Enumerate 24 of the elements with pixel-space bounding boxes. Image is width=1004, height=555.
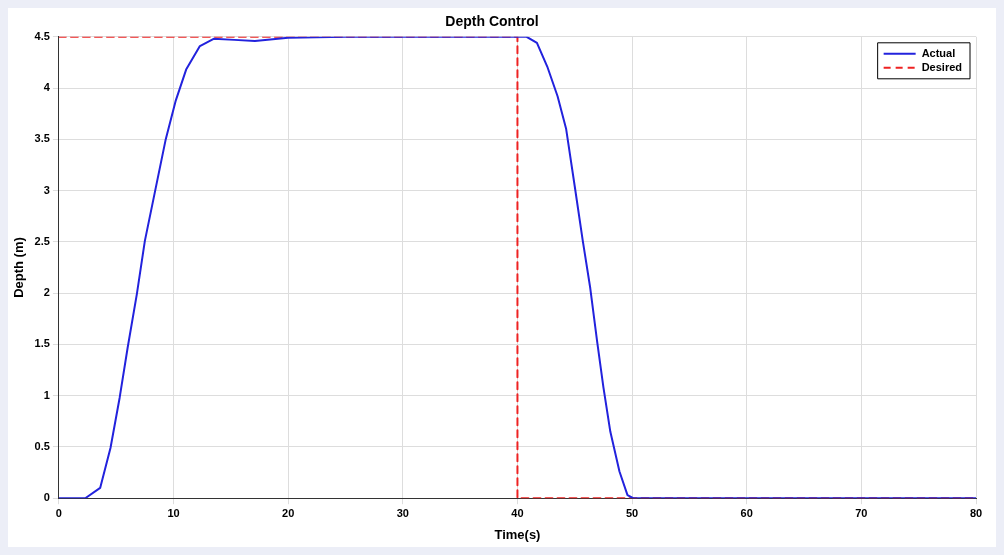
y-tick-label: 4: [43, 81, 51, 94]
x-tick-label: 10: [167, 506, 180, 519]
y-tick-label: 0: [43, 491, 50, 504]
y-tick-label: 1.5: [34, 337, 50, 350]
y-tick-label: 4.5: [34, 29, 50, 42]
x-tick-label: 40: [511, 506, 524, 519]
y-tick-label: 2.5: [34, 234, 50, 247]
x-tick-label: 70: [855, 506, 868, 519]
x-axis-title: Time(s): [494, 526, 541, 542]
y-tick-label: 2: [43, 286, 50, 299]
x-tick-label: 80: [969, 506, 983, 519]
legend-label: Actual: [921, 46, 956, 59]
x-tick-label: 50: [625, 506, 639, 519]
x-tick-label: 30: [396, 506, 409, 519]
y-tick-label: 1: [43, 388, 50, 401]
x-tick-label: 20: [282, 506, 295, 519]
y-tick-label: 3.5: [34, 132, 50, 145]
y-axis-title: Depth (m): [11, 237, 27, 298]
x-tick-label: 60: [740, 506, 753, 519]
y-tick-label: 0.5: [34, 439, 50, 452]
x-tick-label: 0: [55, 506, 62, 519]
y-tick-label: 3: [43, 183, 50, 196]
chart-title: Depth Control: [445, 13, 539, 30]
legend-label: Desired: [921, 60, 963, 73]
